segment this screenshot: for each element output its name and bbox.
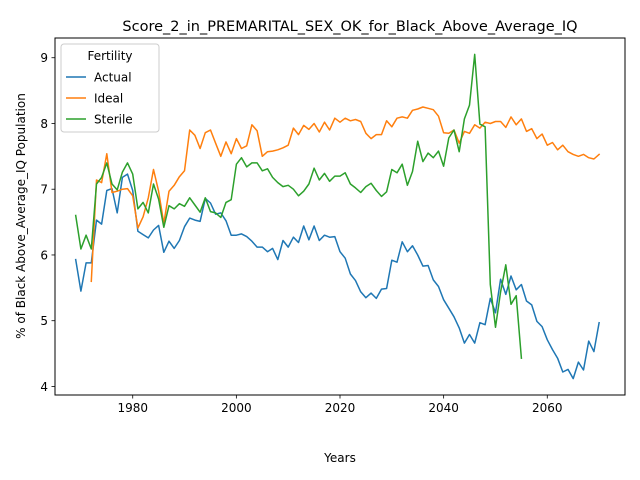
x-tick-label: 2040 xyxy=(428,401,459,415)
legend-title: Fertility xyxy=(87,49,132,63)
series-layer xyxy=(74,53,601,380)
y-tick-label: 7 xyxy=(40,183,48,197)
x-axis: 1980 2000 2020 2040 2060 xyxy=(117,395,563,415)
series-line-ideal xyxy=(90,106,601,283)
series-line-sterile xyxy=(74,53,523,360)
legend-label-actual: Actual xyxy=(94,71,132,85)
legend-label-sterile: Sterile xyxy=(94,113,133,127)
x-tick-label: 2060 xyxy=(532,401,563,415)
x-tick-label: 1980 xyxy=(117,401,148,415)
x-axis-label: Years xyxy=(323,451,356,465)
x-tick-label: 2020 xyxy=(325,401,356,415)
legend: Fertility Actual Ideal Sterile xyxy=(60,43,160,133)
legend-items: Actual Ideal Sterile xyxy=(66,71,133,127)
y-axis-label: % of Black Above_Average_IQ Population xyxy=(14,93,28,339)
y-tick-label: 9 xyxy=(40,51,48,65)
chart-title: Score_2_in_PREMARITAL_SEX_OK_for_Black_A… xyxy=(122,19,577,35)
legend-box xyxy=(60,43,160,133)
y-tick-label: 5 xyxy=(40,314,48,328)
y-axis: 4 5 6 7 8 9 xyxy=(40,51,55,394)
y-tick-label: 6 xyxy=(40,248,48,262)
legend-label-ideal: Ideal xyxy=(94,92,123,106)
x-tick-label: 2000 xyxy=(221,401,252,415)
y-tick-label: 4 xyxy=(40,380,48,394)
y-tick-label: 8 xyxy=(40,117,48,131)
series-line-actual xyxy=(74,173,600,380)
